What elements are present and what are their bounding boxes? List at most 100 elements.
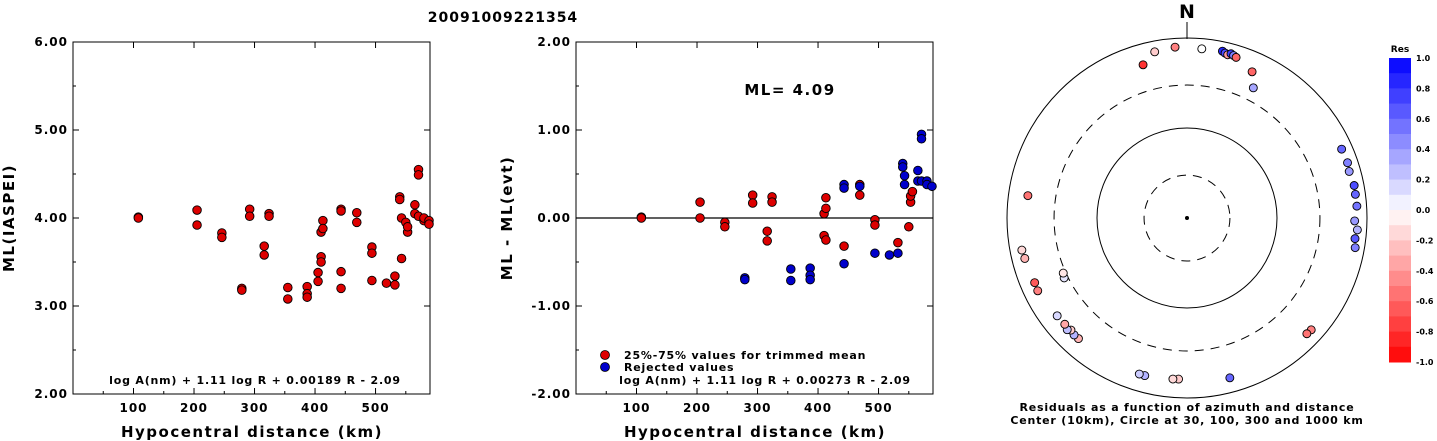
polar-station-point (1247, 67, 1257, 77)
middle-data-point (855, 190, 865, 200)
middle-data-point (913, 165, 923, 176)
middle-data-point (916, 134, 927, 144)
polar-station-point (1197, 44, 1207, 54)
polar-ring-300km (1053, 84, 1321, 352)
left-xtick-label: 400 (301, 401, 329, 415)
colorbar-cell (1389, 331, 1411, 348)
left-point-group (133, 164, 434, 304)
polar-station-point (1023, 191, 1033, 201)
colorbar-tick-label: -0.8 (1416, 328, 1434, 337)
left-data-point (259, 241, 269, 251)
colorbar-cell (1389, 286, 1411, 302)
left-ytick-label: 5.00 (34, 123, 68, 137)
ml-annotation: ML= 4.09 (744, 81, 835, 99)
middle-data-point (695, 197, 705, 207)
left-data-point (283, 282, 293, 293)
left-data-point (316, 257, 326, 267)
colorbar-label-group: 1.0 0.8 0.6 0.4 0.2 0.0 -0.2 -0.4 -0.6 -0.8 -1.0 (1416, 54, 1434, 367)
polar-station-point (1302, 329, 1312, 339)
middle-xtick-label: 300 (743, 401, 771, 415)
left-data-point (396, 253, 407, 264)
left-data-point (390, 280, 400, 290)
legend-marker-accepted (600, 350, 610, 360)
middle-data-point (855, 181, 865, 192)
polar-station-point (1352, 201, 1362, 211)
left-data-point (336, 283, 346, 294)
colorbar-cell (1389, 194, 1411, 211)
left-data-point (394, 194, 405, 205)
polar-station-point (1350, 189, 1360, 199)
colorbar-tick-label: -0.4 (1416, 267, 1434, 276)
middle-xtick-label: 400 (804, 401, 832, 415)
middle-data-point (927, 181, 937, 192)
polar-station-point (1344, 167, 1354, 176)
left-data-point (283, 294, 293, 304)
polar-station-point (1134, 369, 1144, 379)
colorbar-cell (1389, 301, 1411, 317)
middle-data-point (636, 213, 647, 223)
colorbar-cell (1389, 179, 1411, 196)
left-ytick-label: 6.00 (34, 35, 68, 49)
polar-station-point (1033, 286, 1043, 296)
middle-xtick-label: 200 (683, 401, 711, 415)
middle-xtick-label: 500 (865, 401, 893, 415)
middle-data-point (907, 186, 918, 197)
middle-formula: log A(nm) + 1.11 log R + 0.00273 R - 2.0… (619, 374, 911, 387)
left-data-point (367, 248, 377, 258)
legend-entry-rejected: Rejected values (624, 361, 734, 374)
middle-data-point (897, 162, 908, 172)
middle-data-point (904, 222, 914, 232)
colorbar-cell (1389, 88, 1411, 105)
polar-station-point (1058, 268, 1068, 278)
polar-ring-100km (1096, 127, 1278, 309)
polar-station-group (1017, 42, 1362, 384)
middle-data-point (899, 171, 910, 181)
legend-marker-rejected (600, 362, 610, 372)
colorbar-cell (1389, 210, 1411, 226)
middle-ytick-label: -2.00 (531, 387, 571, 401)
middle-data-point (893, 248, 903, 258)
colorbar-tick-label: 1.0 (1416, 54, 1431, 63)
colorbar-cell (1389, 118, 1411, 135)
polar-station-point (1052, 311, 1062, 321)
colorbar-tick-label: 0.4 (1416, 145, 1431, 154)
left-data-point (192, 205, 202, 215)
left-data-point (318, 223, 328, 234)
middle-data-point (884, 250, 895, 260)
polar-center-dot (1185, 216, 1189, 220)
colorbar-tick-label: 0.0 (1416, 206, 1431, 215)
left-data-point (237, 285, 247, 295)
middle-data-point (762, 236, 772, 246)
middle-point-group (636, 129, 937, 286)
left-data-point (264, 211, 274, 221)
left-data-point (336, 206, 346, 216)
polar-station-point (1231, 52, 1241, 62)
left-data-point (413, 170, 424, 180)
middle-tick-group: -2.00 -1.00 0.00 1.00 2.00 100 200 300 400 500 (531, 35, 933, 415)
colorbar-tick-label: 0.2 (1416, 176, 1430, 185)
left-data-point (133, 213, 144, 223)
middle-ytick-label: 2.00 (537, 35, 571, 49)
polar-station-point (1170, 42, 1180, 52)
polar-ring-1000km (1006, 37, 1368, 399)
middle-data-point (839, 259, 849, 269)
colorbar-cell (1389, 73, 1411, 89)
middle-data-point (870, 248, 880, 258)
polar-station-point (1168, 374, 1178, 384)
polar-station-point (1150, 47, 1160, 57)
colorbar-cell (1389, 134, 1411, 150)
middle-data-point (740, 274, 750, 285)
middle-data-point (821, 203, 831, 214)
colorbar-cell (1389, 58, 1411, 74)
left-tick-group: 2.00 3.00 4.00 5.00 6.00 100 200 300 400 500 (34, 35, 430, 415)
colorbar-tick-label: -1.0 (1416, 358, 1434, 367)
middle-xtick-label: 100 (622, 401, 650, 415)
colorbar-tick-label: -0.6 (1416, 297, 1434, 306)
left-data-point (217, 232, 227, 243)
middle-chart: -2.00 -1.00 0.00 1.00 2.00 100 200 300 400 500 ML… (498, 35, 937, 441)
colorbar-cell (1389, 164, 1411, 181)
colorbar-tick-label: 0.8 (1416, 84, 1431, 93)
middle-data-point (899, 179, 910, 190)
left-y-axis-label: ML(IASPEI) (0, 164, 18, 272)
